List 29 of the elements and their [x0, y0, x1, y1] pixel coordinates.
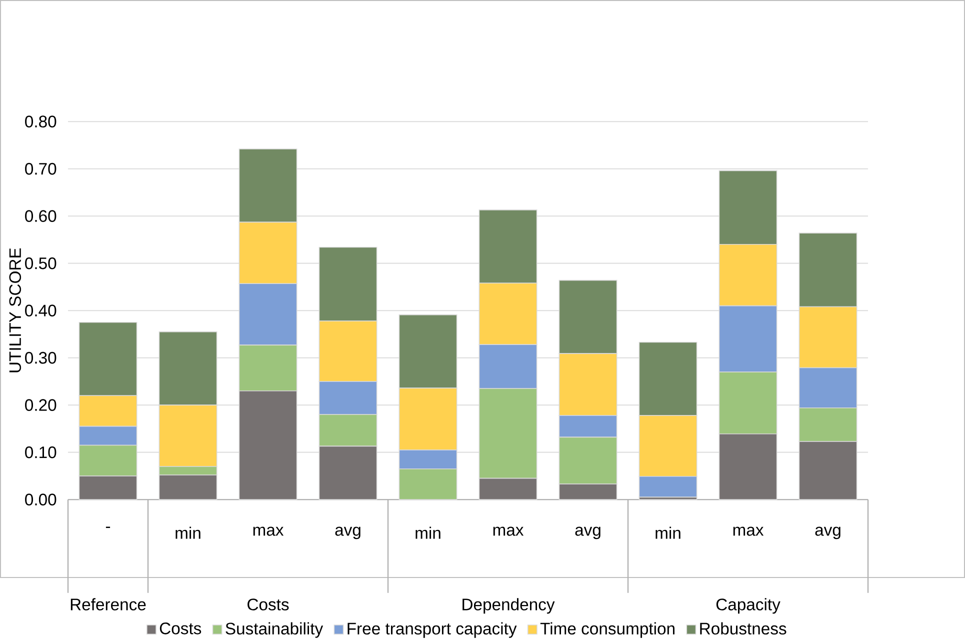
x-tick-label: avg	[575, 526, 600, 540]
x-tick-label: min	[656, 526, 680, 539]
x-tick-label: min	[176, 526, 200, 539]
text: Capacity	[716, 598, 780, 614]
y-tick-label: 0.80	[25, 116, 56, 128]
y-tick-label: 0.30	[25, 352, 56, 364]
x-tick-label: max	[253, 526, 284, 536]
y-tick-label: 0.40	[25, 304, 56, 316]
x-tick-label: min	[416, 526, 440, 539]
legend-label: Sustainability	[226, 622, 324, 638]
text: Dependency	[462, 598, 555, 614]
legend-label: Costs	[160, 622, 202, 634]
text: Reference	[70, 598, 146, 610]
x-tick-label: max	[733, 526, 764, 536]
y-tick-label: 0.10	[25, 446, 56, 458]
y-tick-label: 0.70	[25, 162, 56, 175]
legend-label: Free transport capacity	[348, 622, 517, 638]
y-axis-title: UTILITY SCORE	[9, 248, 22, 372]
y-tick-label: 0.60	[25, 210, 56, 222]
x-tick-label: avg	[335, 526, 360, 540]
x-tick-label: max	[493, 526, 524, 536]
legend-label: Time consumption	[540, 622, 674, 638]
y-tick-label: 0.50	[25, 257, 56, 270]
x-tick-label: avg	[815, 526, 840, 540]
y-tick-label: 0.20	[25, 399, 56, 411]
y-tick-label: 0.00	[25, 494, 56, 506]
x-tick-label: -	[106, 526, 110, 528]
legend-label: Robustness	[700, 622, 786, 634]
text: Costs	[248, 598, 289, 610]
